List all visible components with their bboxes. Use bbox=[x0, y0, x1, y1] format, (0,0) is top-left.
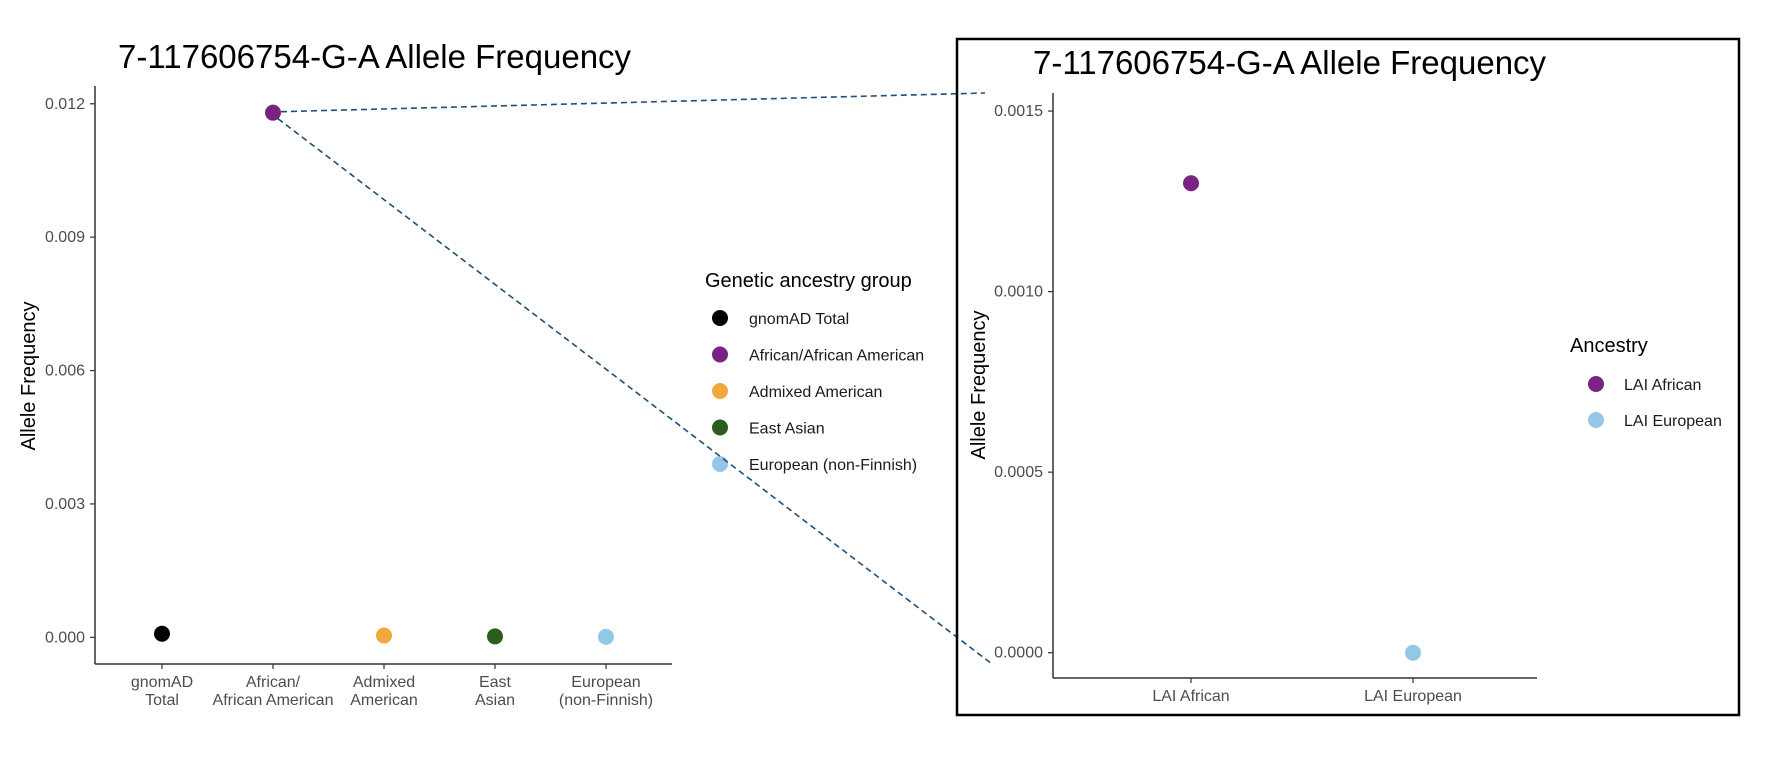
right-y-tick-label: 0.0000 bbox=[994, 645, 1043, 662]
left-legend-key bbox=[712, 346, 728, 363]
zoom-connector-line-bottom bbox=[277, 118, 993, 665]
left-y-axis-label: Allele Frequency bbox=[18, 302, 40, 451]
left-legend-label: Admixed American bbox=[749, 384, 882, 401]
right-legend-items: LAI African LAI European bbox=[1588, 376, 1722, 430]
left-legend: Genetic ancestry group gnomAD Total Afric… bbox=[705, 270, 924, 474]
left-x-tick-label: European (non-Finnish) bbox=[559, 674, 653, 709]
right-legend-key bbox=[1588, 412, 1604, 428]
left-data-point bbox=[487, 628, 503, 645]
left-data-point bbox=[154, 625, 170, 642]
right-x-tick-label: LAI African bbox=[1152, 688, 1229, 705]
left-chart-title: 7-117606754-G-A Allele Frequency bbox=[118, 38, 632, 75]
left-y-tick-label: 0.003 bbox=[45, 496, 85, 513]
left-x-tick-label: gnomAD Total bbox=[131, 674, 193, 709]
left-y-tick-label: 0.009 bbox=[45, 229, 85, 246]
right-data-point bbox=[1183, 175, 1199, 192]
left-legend-title: Genetic ancestry group bbox=[705, 270, 912, 292]
left-data-points bbox=[154, 104, 614, 645]
right-y-tick-label: 0.0005 bbox=[994, 464, 1043, 481]
right-chart-title: 7-117606754-G-A Allele Frequency bbox=[1033, 44, 1547, 81]
zoom-connector-line-top bbox=[280, 92, 986, 113]
right-chart: 7-117606754-G-A Allele Frequency Allele … bbox=[955, 37, 1741, 717]
right-y-tick-label: 0.0015 bbox=[994, 103, 1043, 120]
left-legend-key bbox=[712, 383, 728, 399]
left-x-tick-label: Admixed American bbox=[350, 674, 418, 709]
left-data-point bbox=[265, 104, 281, 121]
left-legend-label: European (non-Finnish) bbox=[749, 457, 917, 474]
right-legend-label: LAI European bbox=[1624, 413, 1722, 430]
zoom-connector bbox=[277, 92, 993, 665]
left-legend-items: gnomAD Total African/African American Admi… bbox=[712, 310, 924, 474]
right-y-axis-label: Allele Frequency bbox=[968, 311, 990, 460]
left-legend-label: gnomAD Total bbox=[749, 311, 849, 328]
right-y-ticks: 0.0000 0.0005 0.0010 0.0015 bbox=[994, 103, 1053, 662]
right-x-tick-label: LAI European bbox=[1364, 688, 1462, 705]
left-y-tick-label: 0.000 bbox=[45, 629, 85, 646]
left-chart: 7-117606754-G-A Allele Frequency Allele … bbox=[18, 38, 672, 709]
right-x-ticks: LAI African LAI European bbox=[1152, 678, 1462, 705]
left-x-tick-label: African/African American bbox=[213, 674, 334, 709]
right-chart-frame bbox=[955, 37, 1741, 717]
right-data-points bbox=[1183, 175, 1421, 661]
left-x-ticks: gnomAD Total African/African American Admix… bbox=[131, 664, 653, 709]
left-y-tick-label: 0.006 bbox=[45, 363, 85, 380]
left-legend-key bbox=[712, 419, 728, 436]
left-y-ticks: 0.000 0.003 0.006 0.009 0.012 bbox=[45, 96, 95, 646]
left-legend-label: African/African American bbox=[749, 348, 924, 365]
left-x-tick-label: East Asian bbox=[475, 674, 515, 709]
left-data-point bbox=[376, 627, 392, 644]
right-data-point bbox=[1405, 644, 1421, 661]
left-data-point bbox=[598, 628, 614, 645]
left-legend-label: East Asian bbox=[749, 421, 825, 438]
right-y-tick-label: 0.0010 bbox=[994, 284, 1043, 301]
right-legend-label: LAI African bbox=[1624, 377, 1701, 394]
left-y-tick-label: 0.012 bbox=[45, 96, 85, 113]
right-legend-title: Ancestry bbox=[1570, 335, 1648, 357]
left-legend-key bbox=[712, 310, 728, 326]
left-legend-key bbox=[712, 456, 728, 472]
right-legend-key bbox=[1588, 376, 1604, 392]
